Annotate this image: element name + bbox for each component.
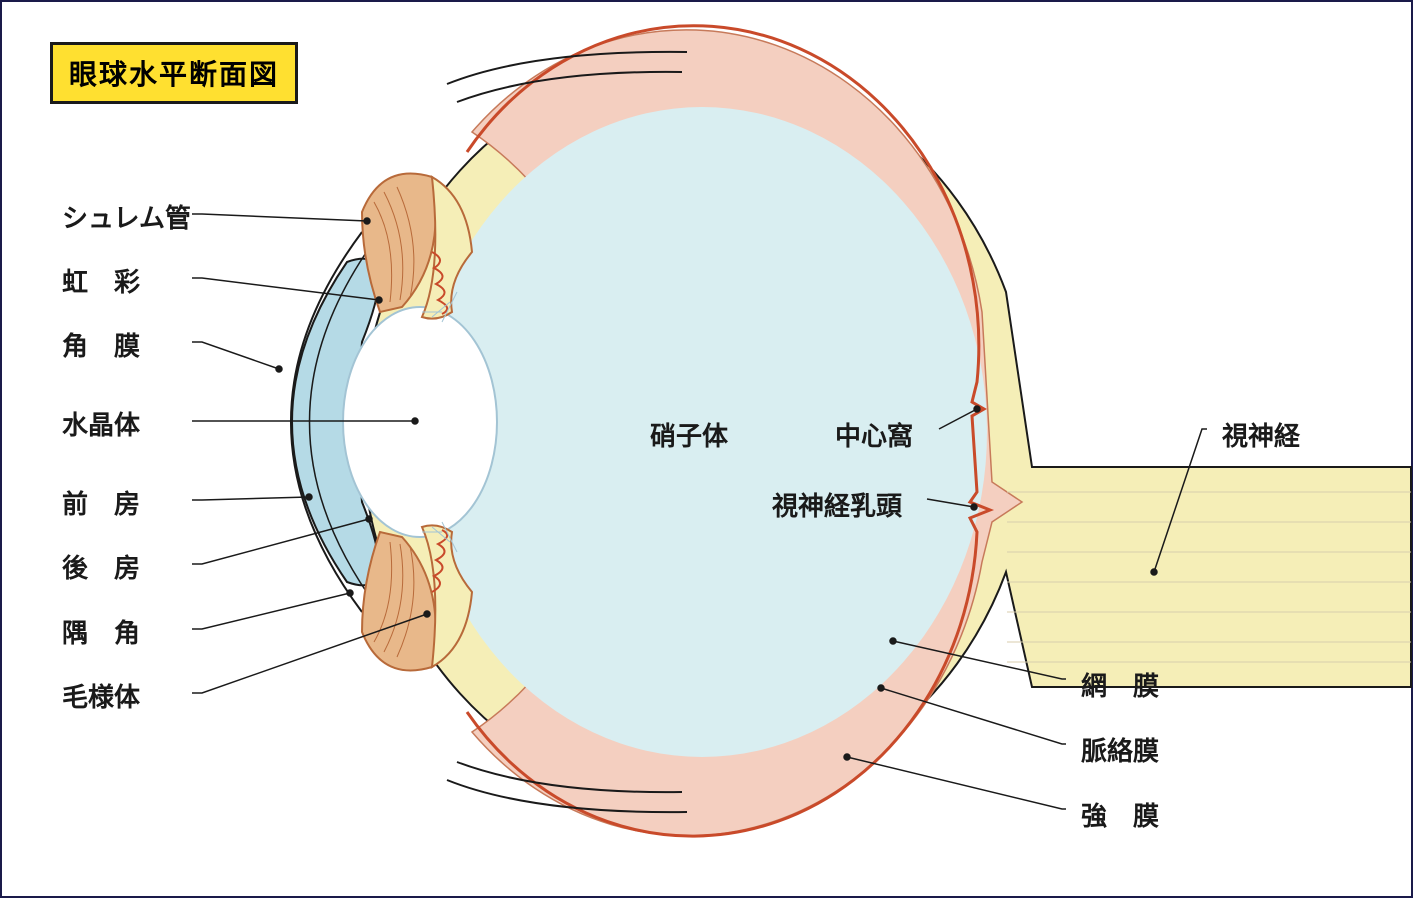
label-ciliary: 毛様体 <box>62 677 140 714</box>
label-fovea: 中心窩 <box>835 416 913 453</box>
label-anterior: 前 房 <box>62 484 140 521</box>
diagram-container: 眼球水平断面図 <box>0 0 1413 898</box>
label-vitreous: 硝子体 <box>650 416 728 453</box>
label-cornea: 角 膜 <box>62 326 140 363</box>
label-disc: 視神経乳頭 <box>772 486 902 523</box>
label-nerve: 視神経 <box>1222 416 1300 453</box>
label-iris: 虹 彩 <box>62 262 140 299</box>
label-schlemm: シュレム管 <box>62 198 191 235</box>
label-lens: 水晶体 <box>62 405 140 442</box>
label-posterior: 後 房 <box>62 548 140 585</box>
lens-shape <box>343 307 497 537</box>
label-choroid: 脈絡膜 <box>1081 731 1159 768</box>
label-retina: 網 膜 <box>1081 666 1159 703</box>
label-sclera: 強 膜 <box>1081 796 1159 833</box>
label-angle: 隅 角 <box>62 613 140 650</box>
